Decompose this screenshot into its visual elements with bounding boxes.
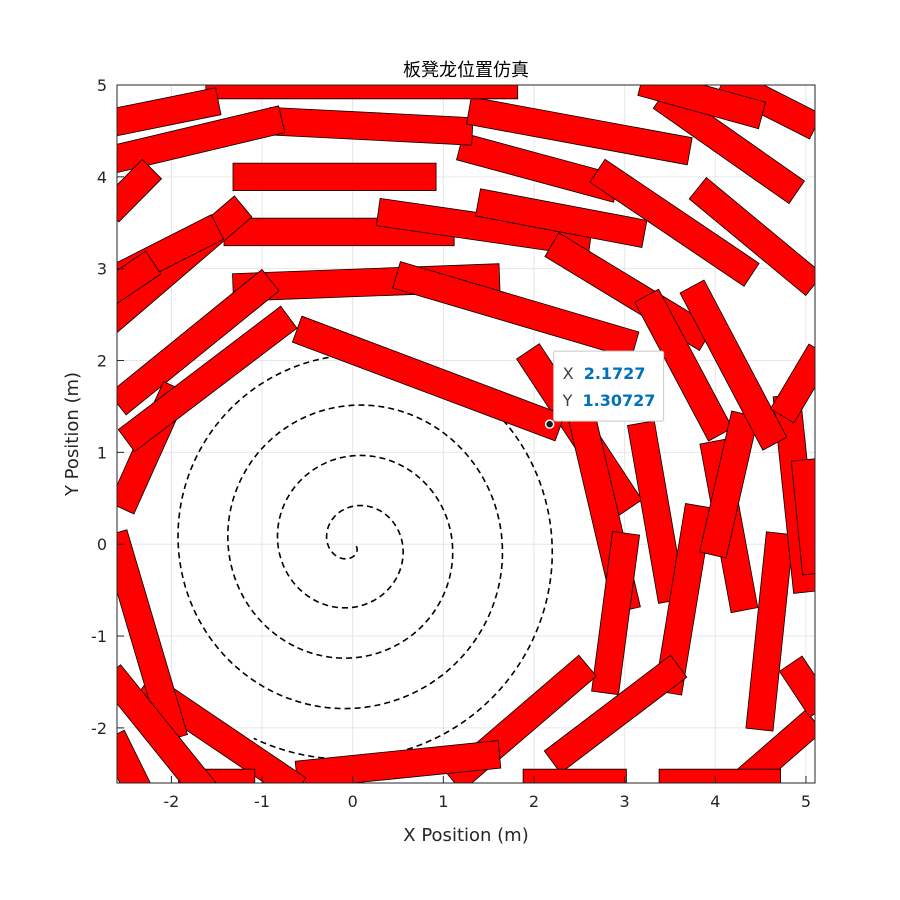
y-tick-label: -1 xyxy=(91,627,107,646)
datatip-box[interactable] xyxy=(553,350,665,422)
x-axis-ticks: -2 -1 0 1 2 3 4 5 xyxy=(163,776,811,811)
x-tick-label: 2 xyxy=(529,792,539,811)
y-tick-label: 5 xyxy=(97,76,107,95)
bench-segment xyxy=(117,268,280,416)
bench-segment xyxy=(475,188,648,248)
bench-segment xyxy=(117,305,298,453)
plot-area xyxy=(117,85,815,783)
bench-segment xyxy=(117,158,163,223)
x-tick-label: 4 xyxy=(710,792,720,811)
datatip[interactable]: X 2.1727 Y 1.30727 xyxy=(544,350,665,429)
bench-segment xyxy=(117,664,217,783)
x-tick-label: 5 xyxy=(801,792,811,811)
spiral-path xyxy=(177,353,554,760)
bench-segment xyxy=(117,105,286,174)
bench-segment xyxy=(232,162,437,192)
y-tick-label: 3 xyxy=(97,260,107,279)
bench-segment xyxy=(268,106,474,146)
datatip-x-label: X xyxy=(563,364,574,383)
bench-segment-head xyxy=(291,315,566,442)
bench-segment xyxy=(591,531,641,696)
bench-segment xyxy=(117,87,222,137)
x-tick-label: -2 xyxy=(163,792,179,811)
bench-segment xyxy=(117,729,151,783)
bench-segment xyxy=(117,250,162,305)
datatip-marker[interactable] xyxy=(544,419,555,429)
chart-title: 板凳龙位置仿真 xyxy=(403,60,529,81)
y-tick-label: 4 xyxy=(97,168,107,187)
bench-segment xyxy=(589,158,760,287)
datatip-y-label: Y xyxy=(562,391,573,410)
datatip-x-row: X 2.1727 xyxy=(563,364,646,383)
axes-box xyxy=(116,84,816,784)
bench-segment xyxy=(688,177,815,297)
datatip-y-row: Y 1.30727 xyxy=(562,391,656,410)
y-tick-label: 2 xyxy=(97,352,107,371)
bench-segment xyxy=(294,740,502,783)
y-axis-ticks: -2 -1 0 1 2 3 4 5 xyxy=(91,76,124,738)
bench-segment xyxy=(392,261,640,359)
x-tick-label: 3 xyxy=(620,792,630,811)
bench-segment xyxy=(205,85,519,100)
bench-segment xyxy=(769,343,815,424)
x-tick-label: -1 xyxy=(254,792,270,811)
y-tick-label: 0 xyxy=(97,535,107,554)
datatip-y-value: 1.30727 xyxy=(583,391,656,410)
bench-segment xyxy=(658,768,781,783)
y-axis-label: Y Position (m) xyxy=(62,372,83,497)
bench-segment xyxy=(634,288,733,442)
bench-segment xyxy=(790,458,815,576)
y-tick-label: 1 xyxy=(97,443,107,462)
bench-segment xyxy=(522,768,627,783)
y-tick-label: -2 xyxy=(91,719,107,738)
x-tick-label: 0 xyxy=(348,792,358,811)
x-axis-label: X Position (m) xyxy=(403,825,528,846)
bench-segment xyxy=(637,85,767,130)
bench-segments xyxy=(117,85,815,783)
datatip-x-value: 2.1727 xyxy=(584,364,646,383)
bench-segment xyxy=(679,279,788,451)
bench-segment xyxy=(543,654,688,774)
bench-segment xyxy=(778,655,815,718)
x-tick-label: 1 xyxy=(438,792,448,811)
